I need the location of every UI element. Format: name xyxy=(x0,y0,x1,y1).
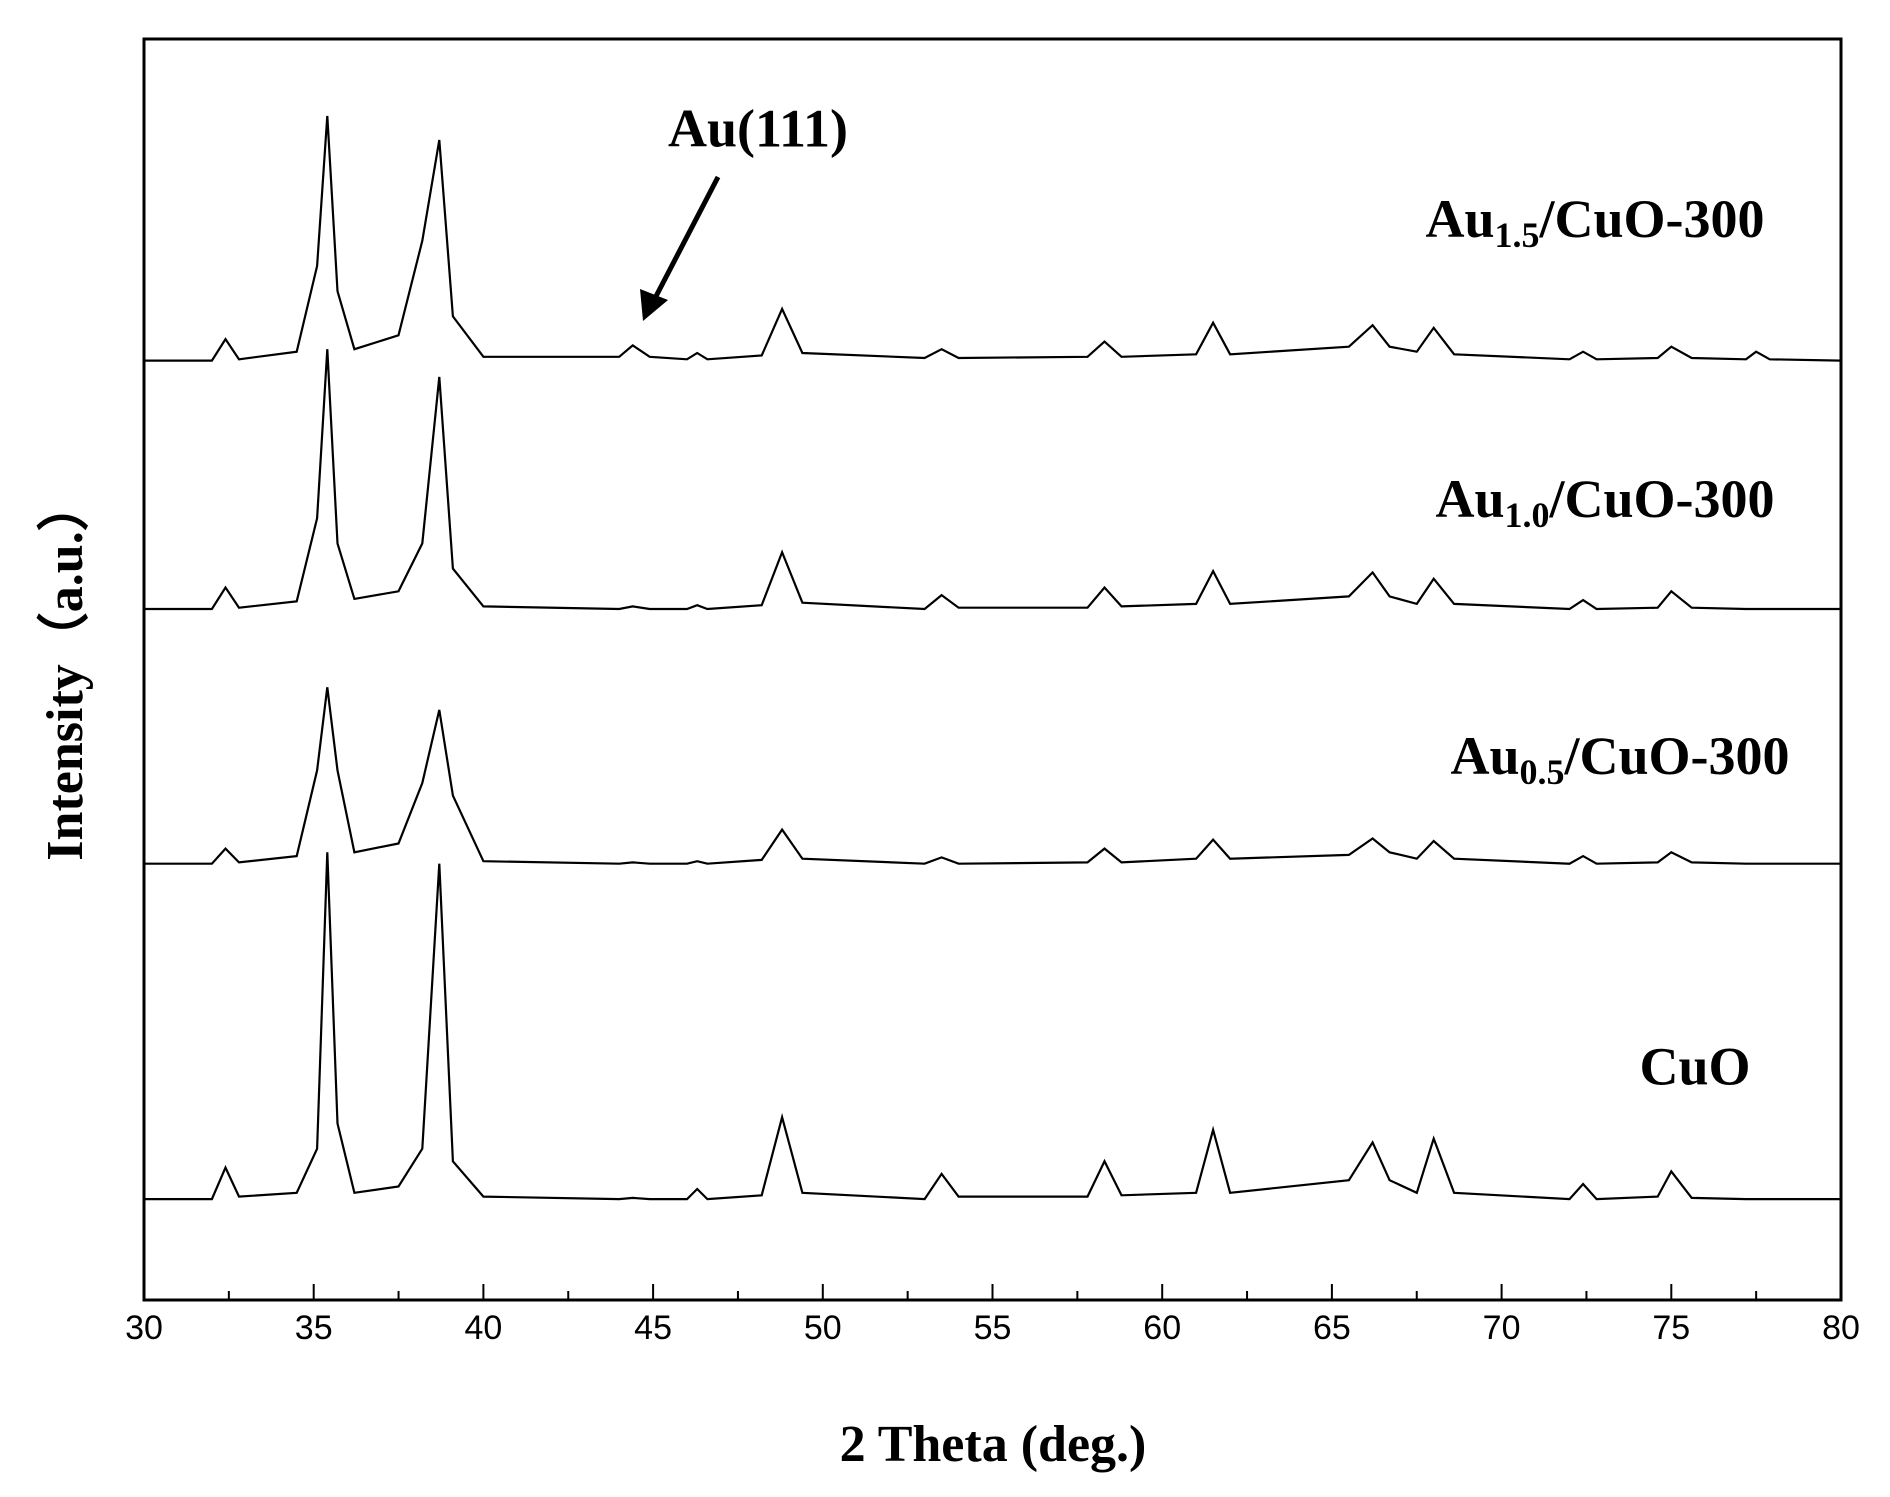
series-line xyxy=(144,852,1841,1201)
annotation-arrowhead xyxy=(640,289,668,321)
x-axis-title: 2 Theta (deg.) xyxy=(840,1416,1147,1473)
x-tick-label: 70 xyxy=(1483,1309,1521,1347)
y-axis-title: Intensity（a.u.） xyxy=(36,479,94,860)
series-line xyxy=(144,349,1841,611)
x-tick-label: 35 xyxy=(295,1309,333,1347)
x-tick-label: 55 xyxy=(974,1309,1012,1347)
x-tick-label: 40 xyxy=(464,1309,502,1347)
annotation-arrow xyxy=(649,175,721,306)
x-tick-label: 50 xyxy=(804,1309,842,1347)
annotation: Au(111) xyxy=(668,98,848,158)
series-label: CuO xyxy=(1639,1036,1750,1096)
series-line xyxy=(144,115,1842,362)
x-tick-label: 65 xyxy=(1313,1309,1351,1347)
x-tick-label: 45 xyxy=(634,1309,672,1347)
x-tick-label: 60 xyxy=(1143,1309,1181,1347)
x-tick-label: 30 xyxy=(125,1309,163,1347)
series-label: Au1.5/CuO-300 xyxy=(1425,189,1764,255)
x-tick-label: 80 xyxy=(1822,1309,1860,1347)
x-tick-label: 75 xyxy=(1652,1309,1690,1347)
series-label: Au0.5/CuO-300 xyxy=(1450,726,1789,792)
series-label: Au1.0/CuO-300 xyxy=(1435,469,1774,535)
series-line xyxy=(144,687,1841,865)
